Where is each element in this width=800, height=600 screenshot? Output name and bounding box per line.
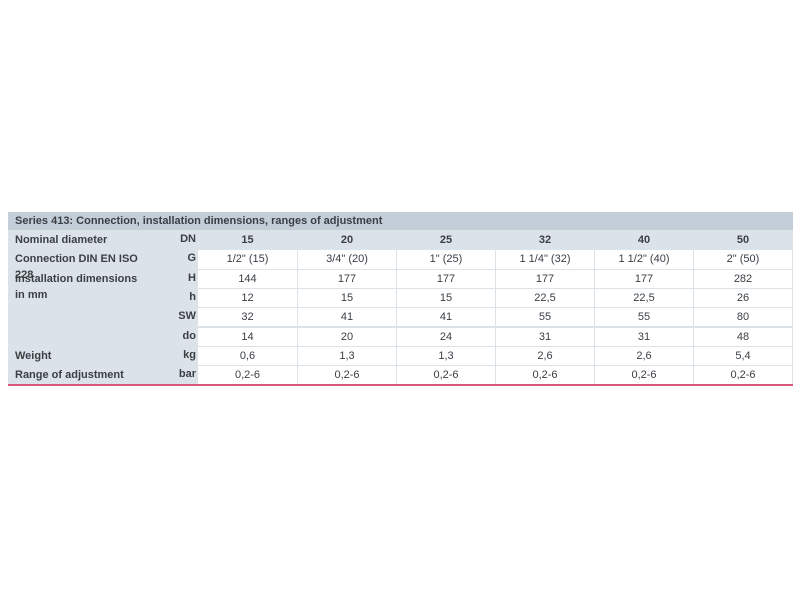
row-label: Connection DIN EN ISO 228 — [15, 253, 138, 282]
table-cell: 32 — [198, 308, 297, 327]
unit-label: do — [182, 329, 196, 342]
column-header: 32 — [538, 234, 552, 246]
column-header: 40 — [637, 234, 651, 246]
row-label: Range of adjustment — [15, 369, 124, 382]
unit-label: SW — [178, 310, 196, 323]
table-cell: 55 — [496, 308, 594, 327]
row-label: Weight — [15, 349, 52, 362]
table-cell: 41 — [298, 308, 396, 327]
table-cell: 55 — [595, 308, 693, 327]
unit-label: h — [189, 290, 196, 303]
table-cell: 177 — [298, 269, 396, 288]
table-cell: 48 — [694, 327, 792, 346]
row-label: Nominal diameter — [15, 234, 108, 246]
table-cell: 31 — [496, 327, 594, 346]
unit-label: H — [188, 271, 196, 284]
table-cell: 1 1/2" (40) — [595, 250, 693, 269]
table-cell: 26 — [694, 288, 792, 308]
unit-label: DN — [180, 233, 196, 245]
table-cell: 0,2-6 — [298, 366, 396, 385]
table-title: Series 413: Connection, installation dim… — [8, 212, 793, 230]
table-cell: 0,2-6 — [694, 366, 792, 385]
table-cell: 24 — [397, 327, 495, 346]
column-header: 20 — [340, 234, 354, 246]
table-cell: 14 — [198, 327, 297, 346]
table: Series 413: Connection, installation dim… — [8, 212, 793, 386]
table-cell: 0,2-6 — [496, 366, 594, 385]
table-cell: 20 — [298, 327, 396, 346]
unit-label: bar — [178, 368, 196, 381]
table-cell: 2" (50) — [694, 250, 792, 269]
table-cell: 31 — [595, 327, 693, 346]
row-label: Installation dimensions in mm — [15, 272, 138, 301]
table-cell: 15 — [397, 288, 495, 308]
unit-label: kg — [183, 348, 196, 361]
table-cell: 177 — [496, 269, 594, 288]
table-cell: 0,6 — [198, 346, 297, 366]
table-cell: 1/2" (15) — [198, 250, 297, 269]
column-header: 15 — [241, 234, 254, 246]
table-cell: 1" (25) — [397, 250, 495, 269]
table-cell: 12 — [198, 288, 297, 308]
column-header: 50 — [736, 234, 750, 246]
table-cell: 3/4" (20) — [298, 250, 396, 269]
table-cell: 41 — [397, 308, 495, 327]
table-cell: 0,2-6 — [397, 366, 495, 385]
table-cell: 2,6 — [496, 346, 594, 366]
table-cell: 15 — [298, 288, 396, 308]
table-cell: 1,3 — [397, 346, 495, 366]
table-cell: 144 — [198, 269, 297, 288]
table-cell: 1 1/4" (32) — [496, 250, 594, 269]
unit-label: G — [187, 252, 196, 265]
table-cell: 177 — [397, 269, 495, 288]
table-cell: 0,2-6 — [595, 366, 693, 385]
column-header: 25 — [439, 234, 453, 246]
table-cell: 0,2-6 — [198, 366, 297, 385]
table-cell: 1,3 — [298, 346, 396, 366]
table-cell: 282 — [694, 269, 792, 288]
table-cell: 80 — [694, 308, 792, 327]
table-cell: 22,5 — [595, 288, 693, 308]
table-cell: 177 — [595, 269, 693, 288]
table-cell: 22,5 — [496, 288, 594, 308]
table-cell: 2,6 — [595, 346, 693, 366]
table-cell: 5,4 — [694, 346, 792, 366]
